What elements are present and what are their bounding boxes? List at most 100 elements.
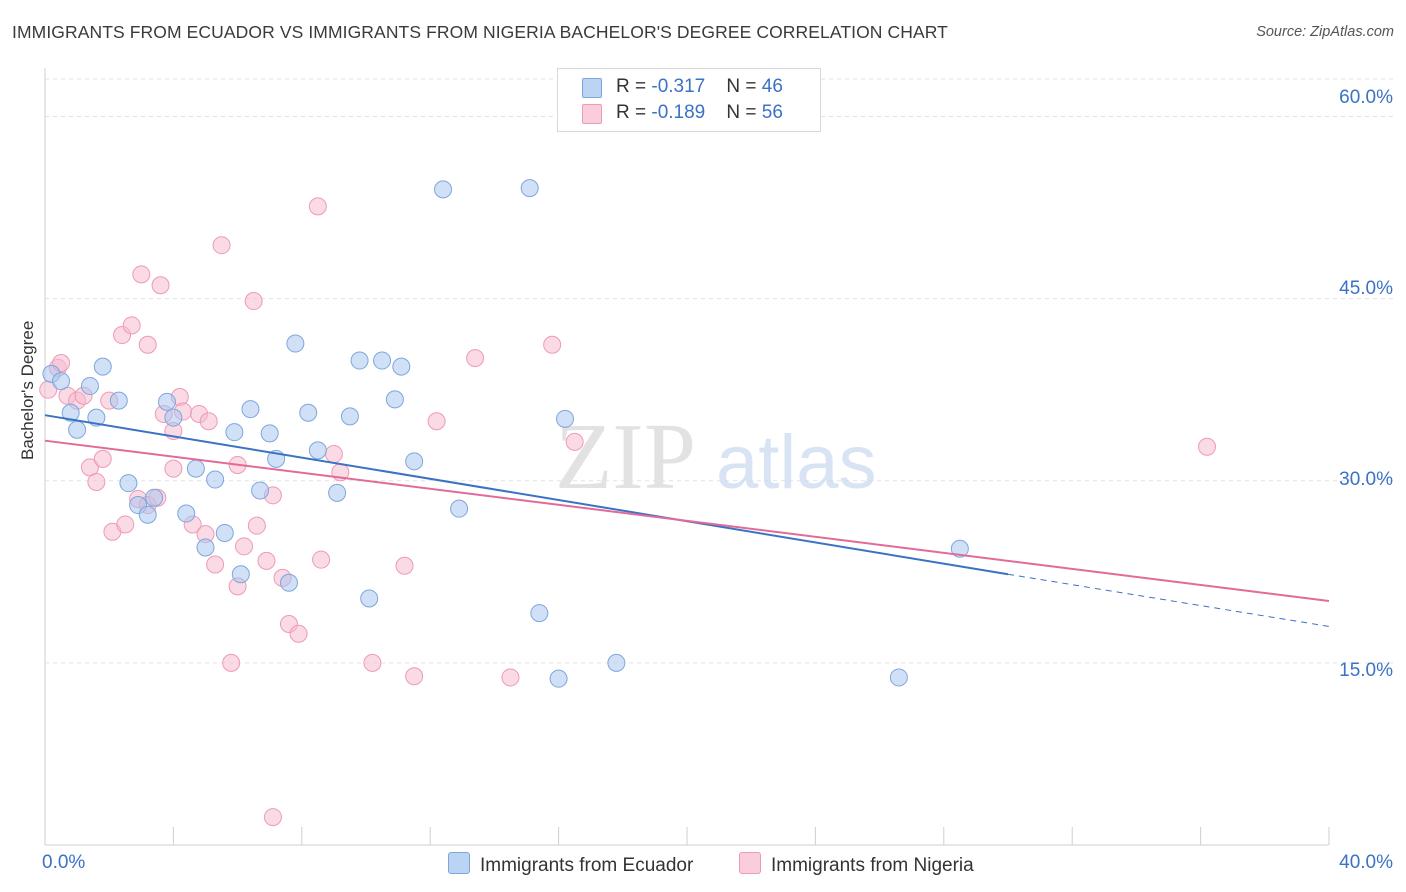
- chart-title: IMMIGRANTS FROM ECUADOR VS IMMIGRANTS FR…: [12, 22, 948, 42]
- point-nigeria: [222, 653, 241, 672]
- bottom-legend-label-nigeria: Immigrants from Nigeria: [771, 855, 974, 876]
- y-tick-label-60: 60.0%: [1339, 87, 1393, 108]
- point-ecuador: [196, 538, 215, 557]
- point-ecuador: [434, 180, 453, 199]
- point-nigeria: [1198, 437, 1217, 456]
- point-nigeria: [212, 236, 231, 255]
- legend-swatch-nigeria: [582, 104, 602, 124]
- point-ecuador: [61, 403, 80, 422]
- watermark-atlas: atlas: [716, 420, 877, 505]
- point-ecuador: [93, 357, 112, 376]
- legend-swatch-ecuador: [582, 78, 602, 98]
- point-nigeria: [427, 412, 446, 431]
- point-ecuador: [225, 423, 244, 442]
- point-nigeria: [543, 335, 562, 354]
- point-nigeria: [122, 316, 141, 335]
- point-nigeria: [324, 445, 343, 464]
- axes: [44, 68, 1330, 846]
- point-nigeria: [466, 349, 485, 368]
- point-ecuador: [450, 499, 469, 518]
- trend-line-ecuador-extension: [1007, 573, 1330, 627]
- point-ecuador: [556, 409, 575, 428]
- point-nigeria: [164, 459, 183, 478]
- point-nigeria: [132, 265, 151, 284]
- point-nigeria: [257, 551, 276, 570]
- point-nigeria: [308, 197, 327, 216]
- legend-n-label: N =: [726, 76, 762, 97]
- correlation-legend: R = -0.317 N = 46 R = -0.189 N = 56: [557, 68, 821, 132]
- point-ecuador: [373, 351, 392, 370]
- point-nigeria: [263, 808, 282, 827]
- point-nigeria: [199, 412, 218, 431]
- y-tick-label-30: 30.0%: [1339, 469, 1393, 490]
- series-ecuador-points: [42, 179, 969, 688]
- legend-r-label: R =: [616, 76, 652, 97]
- series-nigeria-points: [39, 197, 1217, 827]
- point-ecuador: [360, 589, 379, 608]
- point-ecuador: [109, 391, 128, 410]
- bottom-legend-label-ecuador: Immigrants from Ecuador: [480, 855, 694, 876]
- point-nigeria: [138, 335, 157, 354]
- point-ecuador: [340, 407, 359, 426]
- point-nigeria: [206, 555, 225, 574]
- point-nigeria: [405, 667, 424, 686]
- point-ecuador: [530, 604, 549, 623]
- trend-line-nigeria: [44, 439, 1330, 602]
- point-nigeria: [395, 556, 414, 575]
- point-ecuador: [950, 539, 969, 558]
- legend-n-value-nigeria: 56: [761, 102, 783, 123]
- point-ecuador: [164, 408, 183, 427]
- point-ecuador: [206, 470, 225, 489]
- point-ecuador: [299, 403, 318, 422]
- legend-n-label: N =: [726, 102, 762, 123]
- point-nigeria: [244, 292, 263, 311]
- legend-r-value-nigeria: -0.189: [651, 102, 706, 123]
- point-ecuador: [279, 573, 298, 592]
- x-tick-label-max: 40.0%: [1339, 852, 1393, 873]
- y-tick-label-15: 15.0%: [1339, 660, 1393, 681]
- point-ecuador: [215, 523, 234, 542]
- point-nigeria: [151, 276, 170, 295]
- point-ecuador: [157, 392, 176, 411]
- point-nigeria: [565, 432, 584, 451]
- point-ecuador: [138, 505, 157, 524]
- bottom-legend-nigeria: Immigrants from Nigeria: [739, 852, 974, 877]
- point-nigeria: [235, 537, 254, 556]
- point-nigeria: [247, 516, 266, 535]
- point-ecuador: [80, 377, 99, 396]
- y-axis-label: Bachelor's Degree: [18, 320, 37, 460]
- bottom-legend-ecuador: Immigrants from Ecuador: [448, 852, 693, 877]
- point-ecuador: [889, 668, 908, 687]
- watermark-zip: ZIP: [555, 405, 696, 509]
- point-ecuador: [260, 424, 279, 443]
- point-ecuador: [549, 669, 568, 688]
- point-ecuador: [231, 565, 250, 584]
- bottom-legend-swatch-nigeria: [739, 852, 761, 874]
- trend-lines: [44, 414, 1330, 627]
- bottom-legend-swatch-ecuador: [448, 852, 470, 874]
- point-nigeria: [87, 472, 106, 491]
- point-ecuador: [607, 653, 626, 672]
- point-ecuador: [520, 179, 539, 198]
- point-ecuador: [241, 400, 260, 419]
- point-ecuador: [286, 334, 305, 353]
- point-ecuador: [392, 357, 411, 376]
- watermark: ZIP atlas: [555, 405, 877, 509]
- point-nigeria: [312, 550, 331, 569]
- legend-n-value-ecuador: 46: [761, 76, 783, 97]
- point-nigeria: [116, 515, 135, 534]
- point-ecuador: [405, 452, 424, 471]
- point-ecuador: [251, 481, 270, 500]
- chart-source: Source: ZipAtlas.com: [1256, 24, 1394, 40]
- trend-line-ecuador: [44, 414, 1009, 576]
- point-ecuador: [308, 441, 327, 460]
- point-nigeria: [289, 624, 308, 643]
- legend-r-label: R =: [616, 102, 652, 123]
- point-ecuador: [145, 488, 164, 507]
- point-nigeria: [363, 653, 382, 672]
- point-ecuador: [177, 504, 196, 523]
- point-ecuador: [119, 474, 138, 493]
- legend-r-value-ecuador: -0.317: [651, 76, 706, 97]
- point-nigeria: [93, 449, 112, 468]
